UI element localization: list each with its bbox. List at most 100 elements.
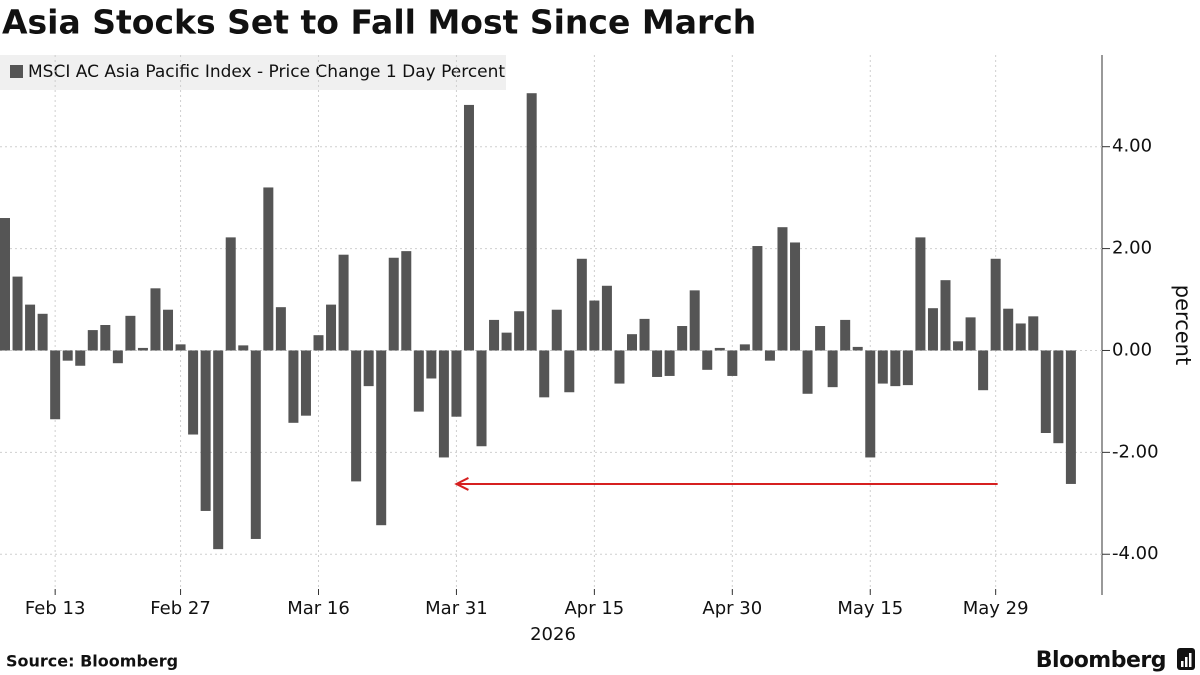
bar <box>551 309 562 351</box>
bar <box>351 350 362 482</box>
bar <box>150 288 161 351</box>
bar <box>476 350 487 447</box>
bar <box>927 308 938 351</box>
bar <box>815 326 826 351</box>
bar <box>677 326 688 351</box>
bar <box>62 350 73 361</box>
bar <box>75 350 86 366</box>
x-tick-label: Feb 13 <box>25 598 86 619</box>
bar <box>275 307 286 351</box>
legend-label: MSCI AC Asia Pacific Index - Price Chang… <box>28 62 505 82</box>
bar <box>1040 350 1051 433</box>
bar <box>426 350 437 379</box>
bar <box>401 251 412 351</box>
bar <box>1015 323 1026 351</box>
bar <box>827 350 838 388</box>
bar <box>376 350 387 526</box>
bar <box>112 350 123 364</box>
bar <box>978 350 989 391</box>
bar <box>37 313 48 351</box>
bar <box>163 309 174 351</box>
y-tick-label: 0.00 <box>1112 339 1152 360</box>
annotation-arrowhead <box>454 477 469 491</box>
brand: Bloomberg <box>1036 648 1166 673</box>
bar <box>664 350 675 376</box>
legend-swatch <box>10 65 23 78</box>
bar <box>263 187 274 351</box>
bar <box>639 318 650 351</box>
x-tick-label: Apr 15 <box>564 598 624 619</box>
bar <box>777 227 788 351</box>
y-tick-label: -4.00 <box>1112 543 1159 564</box>
bar <box>137 347 148 351</box>
y-tick-label: 2.00 <box>1112 238 1152 259</box>
bar <box>363 350 374 387</box>
bar <box>288 350 299 423</box>
legend-box <box>0 55 506 90</box>
x-tick-label: Mar 16 <box>287 598 350 619</box>
bar <box>25 304 36 351</box>
bar <box>614 350 625 384</box>
bar <box>12 276 23 351</box>
y-axis-label: percent <box>1171 285 1195 365</box>
bar <box>764 350 775 361</box>
bar <box>752 246 763 351</box>
bar <box>225 237 236 351</box>
x-tick-label: Feb 27 <box>150 598 211 619</box>
brand-icon <box>1177 648 1195 670</box>
x-tick-label: Apr 30 <box>702 598 762 619</box>
bar <box>990 258 1001 351</box>
bar <box>840 319 851 351</box>
bar <box>714 347 725 351</box>
bar <box>514 311 525 351</box>
x-year-label: 2026 <box>530 624 576 645</box>
bar <box>1053 350 1064 444</box>
bar <box>564 350 575 393</box>
y-tick-label: -2.00 <box>1112 441 1159 462</box>
bar <box>388 257 399 351</box>
bar <box>326 304 337 351</box>
bar <box>0 218 10 351</box>
bar <box>463 104 474 351</box>
bar <box>877 350 888 384</box>
bar <box>313 335 324 351</box>
bar <box>790 242 801 351</box>
bar <box>689 290 700 351</box>
bar <box>338 254 349 351</box>
bar <box>852 346 863 351</box>
bar <box>526 93 537 351</box>
source: Source: Bloomberg <box>6 652 178 671</box>
bar <box>188 350 199 435</box>
x-tick-label: May 29 <box>963 598 1029 619</box>
bar <box>300 350 311 416</box>
bar <box>175 344 186 351</box>
bar <box>413 350 424 412</box>
bar <box>965 317 976 351</box>
bar <box>1003 308 1014 351</box>
bar <box>702 350 713 370</box>
bar <box>438 350 449 458</box>
bar <box>802 350 813 394</box>
bar <box>125 315 136 351</box>
bar <box>1028 316 1039 351</box>
bar <box>739 344 750 351</box>
y-tick-label: 4.00 <box>1112 136 1152 157</box>
bar <box>451 350 462 417</box>
bar <box>213 350 224 550</box>
bar <box>200 350 211 511</box>
bar <box>627 334 637 351</box>
bar <box>576 258 587 351</box>
bar <box>865 350 876 458</box>
bar <box>890 350 901 387</box>
bar <box>100 325 111 351</box>
bar <box>727 350 738 376</box>
bar <box>589 300 600 351</box>
bar <box>87 330 98 351</box>
bar <box>489 319 500 351</box>
bar <box>652 350 663 377</box>
bar <box>1065 350 1076 484</box>
bar <box>238 345 249 351</box>
bar <box>539 350 550 398</box>
x-tick-label: Mar 31 <box>425 598 488 619</box>
